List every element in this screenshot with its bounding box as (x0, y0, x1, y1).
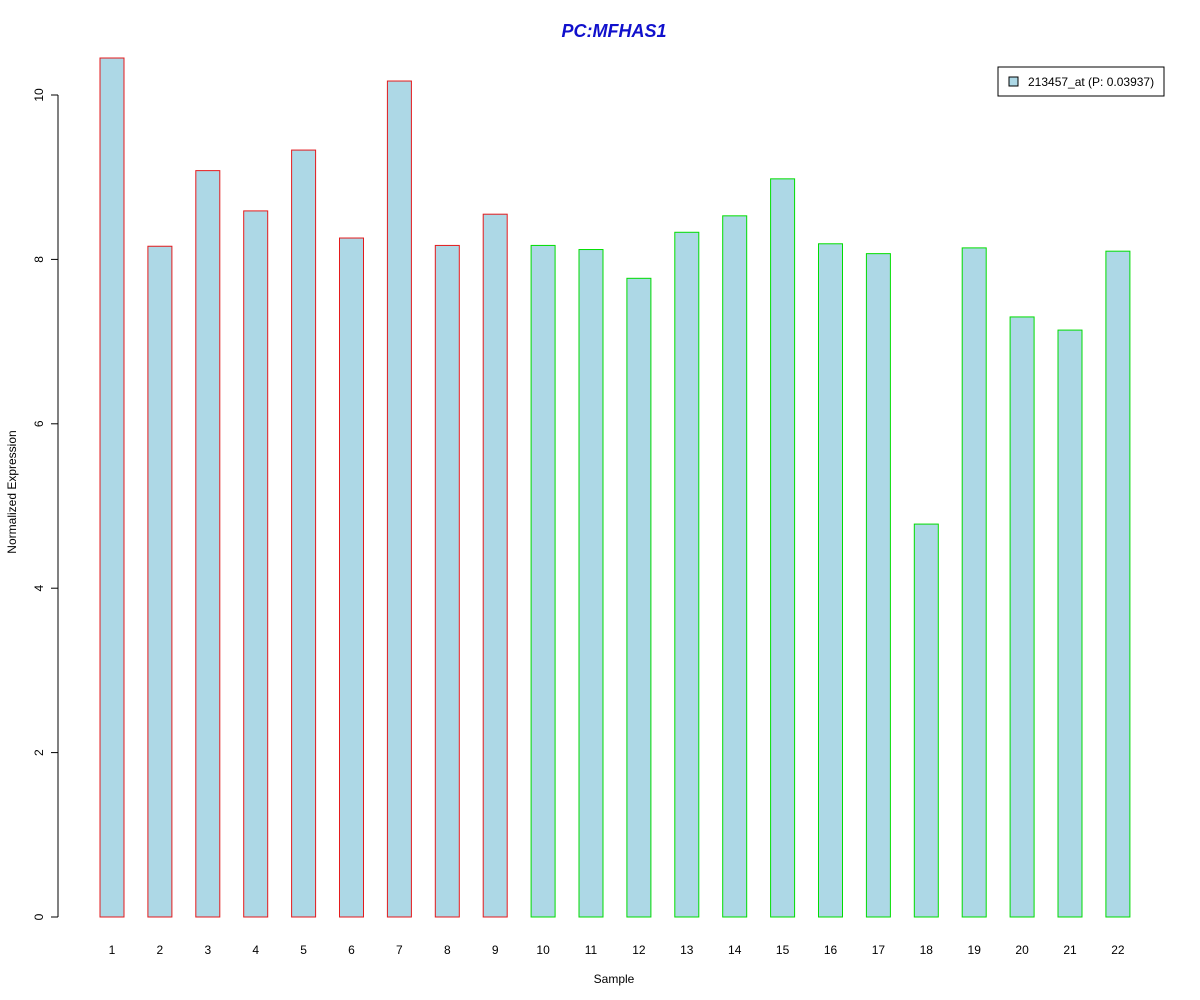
y-tick-label: 4 (32, 585, 46, 592)
legend-label: 213457_at (P: 0.03937) (1028, 75, 1154, 89)
x-tick-label: 21 (1063, 943, 1077, 957)
x-tick-label: 9 (492, 943, 499, 957)
x-tick-label: 14 (728, 943, 742, 957)
x-tick-label: 7 (396, 943, 403, 957)
y-tick-label: 2 (32, 749, 46, 756)
bar-sample-22 (1105, 250, 1131, 918)
x-tick-label: 15 (776, 943, 790, 957)
bar-sample-8 (434, 244, 460, 918)
x-tick-label: 3 (204, 943, 211, 957)
y-tick-label: 10 (32, 88, 46, 102)
legend-box (997, 66, 1165, 97)
x-tick-label: 22 (1111, 943, 1125, 957)
x-tick-label: 8 (444, 943, 451, 957)
x-tick-label: 4 (252, 943, 259, 957)
chart-title: PC:MFHAS1 (561, 21, 666, 41)
x-tick-label: 20 (1015, 943, 1029, 957)
y-tick-label: 0 (32, 913, 46, 920)
x-tick-label: 1 (109, 943, 116, 957)
bar-sample-19 (961, 247, 987, 918)
x-tick-label: 12 (632, 943, 646, 957)
bar-sample-3 (195, 170, 221, 918)
bar-sample-6 (339, 237, 364, 918)
bar-sample-18 (913, 523, 939, 918)
x-axis-label: Sample (594, 972, 635, 986)
x-tick-label: 19 (968, 943, 982, 957)
bar-sample-2 (147, 245, 173, 918)
bar-sample-20 (1009, 316, 1035, 918)
x-tick-label: 18 (920, 943, 934, 957)
bar-sample-1 (99, 57, 125, 918)
bar-sample-17 (865, 253, 891, 918)
bars-group (99, 57, 1131, 918)
x-tick-label: 13 (680, 943, 694, 957)
legend-swatch (1008, 76, 1019, 87)
x-tick-label: 17 (872, 943, 886, 957)
y-tick-label: 6 (32, 420, 46, 427)
bar-sample-13 (674, 231, 700, 918)
bar-sample-10 (530, 244, 556, 918)
y-tick-label: 8 (32, 256, 46, 263)
y-axis-label: Normalized Expression (5, 430, 19, 553)
bar-sample-21 (1057, 329, 1083, 918)
x-tick-label: 2 (157, 943, 164, 957)
legend: 213457_at (P: 0.03937) (997, 66, 1165, 97)
bar-sample-12 (626, 277, 652, 918)
x-tick-label: 16 (824, 943, 838, 957)
bar-sample-14 (722, 215, 748, 918)
bar-sample-5 (291, 149, 317, 918)
bar-sample-4 (243, 210, 269, 918)
y-axis: 0 2 4 6 8 10 (32, 88, 59, 920)
x-tick-label: 11 (585, 943, 598, 957)
bar-sample-16 (818, 243, 843, 918)
x-tick-label: 10 (536, 943, 550, 957)
bar-sample-11 (578, 249, 604, 918)
x-tick-label: 6 (348, 943, 355, 957)
x-tick-labels: 1 2 3 4 5 6 7 8 9 10 11 12 13 14 15 16 17 18 19 20 21 22 (109, 943, 1125, 957)
bar-sample-9 (482, 213, 508, 918)
x-tick-label: 5 (300, 943, 307, 957)
bar-sample-15 (770, 178, 796, 918)
bar-sample-7 (386, 80, 412, 918)
